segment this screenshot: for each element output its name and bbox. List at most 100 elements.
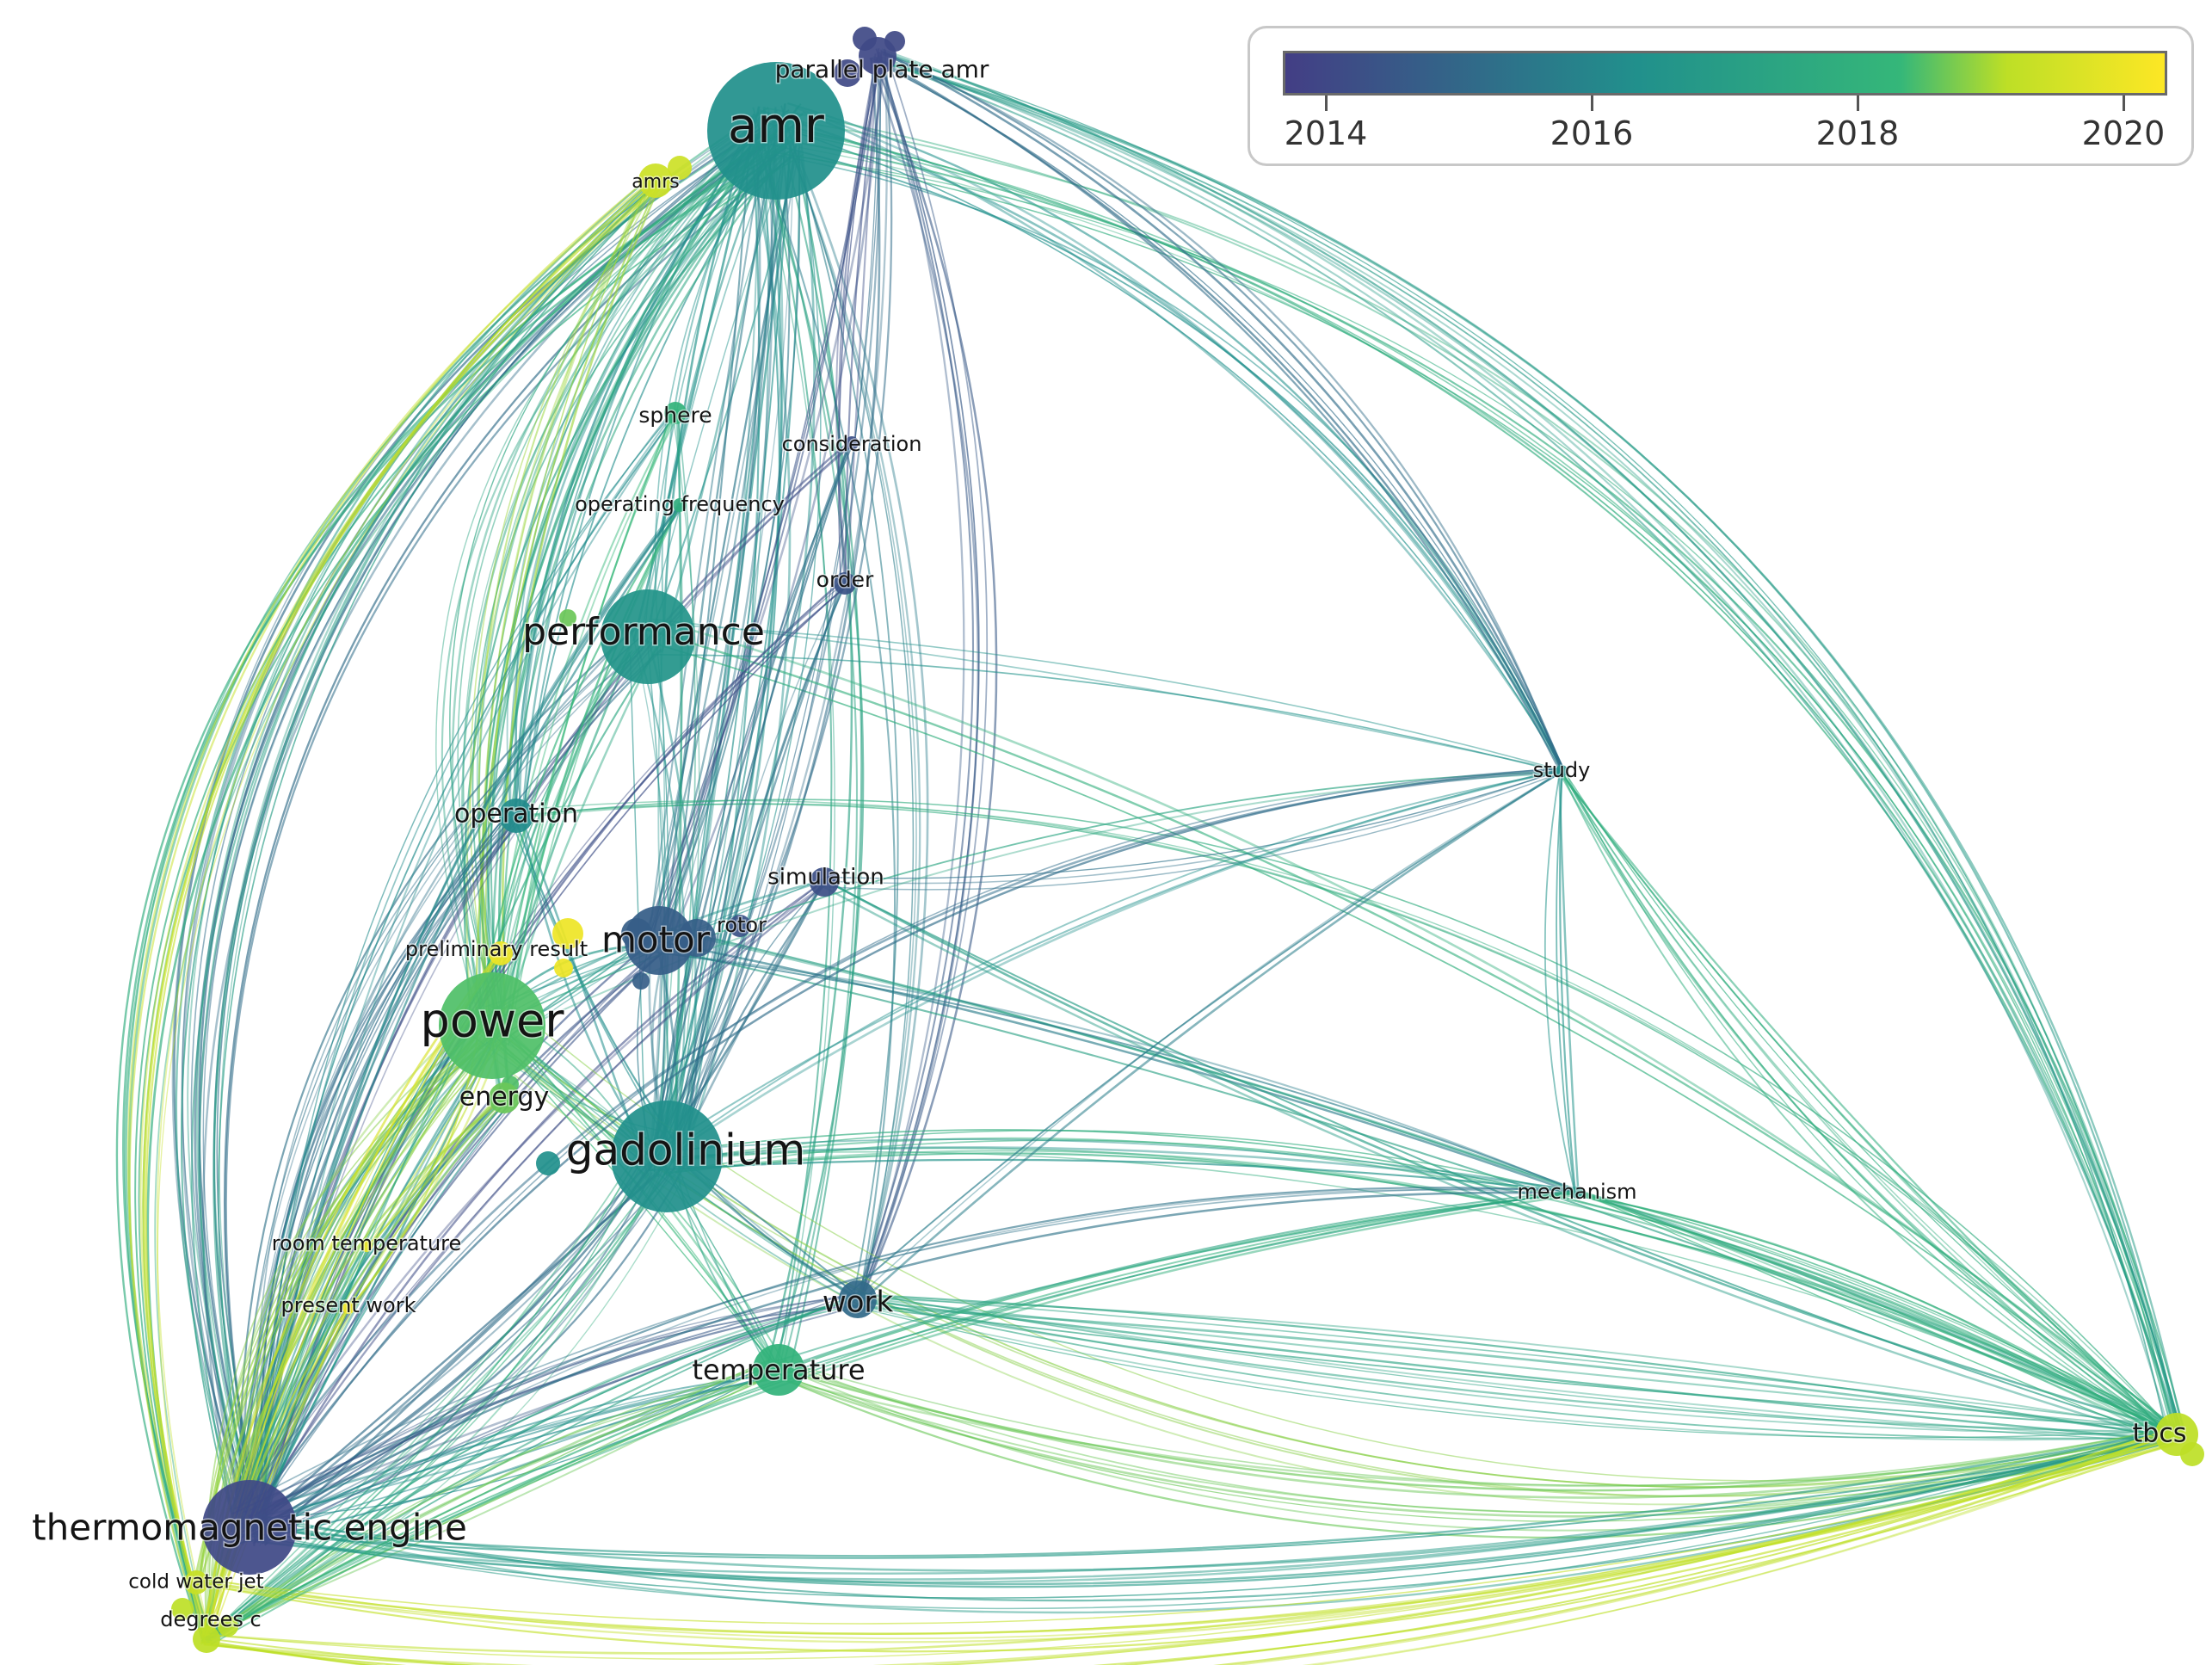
node-satellite-amrs[interactable] — [668, 156, 692, 180]
edge-performance-tbcs — [644, 639, 2172, 1434]
edge-degrees-c-tbcs — [203, 1433, 2184, 1665]
node-room-temperature[interactable] — [360, 1240, 373, 1252]
node-work[interactable] — [839, 1280, 877, 1318]
node-label-rotor[interactable]: rotor — [716, 912, 768, 939]
node-degrees-c[interactable] — [193, 1625, 220, 1653]
node-label-simulation[interactable]: simulation — [767, 863, 886, 891]
node-satellite-motor[interactable] — [632, 972, 650, 990]
node-amrs[interactable] — [638, 163, 673, 198]
node-label-cold-water-jet[interactable]: cold water jet — [127, 1569, 265, 1594]
edge-performance-study — [653, 653, 1565, 774]
node-operation[interactable] — [499, 799, 533, 833]
node-motor[interactable] — [625, 906, 693, 975]
node-power[interactable] — [439, 972, 545, 1079]
node-label-energy[interactable]: energy — [458, 1081, 551, 1113]
node-tbcs[interactable] — [2155, 1413, 2198, 1456]
edge-work-degrees-c — [206, 1304, 860, 1643]
edge-amr-energy — [481, 103, 802, 1094]
edge-amrs-power — [465, 176, 661, 1018]
legend-tick-label-2014: 2014 — [1284, 114, 1368, 152]
node-label-study[interactable]: study — [1531, 757, 1592, 784]
node-label-order[interactable]: order — [815, 566, 875, 594]
edge-mechanism-tbcs — [1578, 1189, 2185, 1434]
node-label-thermomagnetic-engine[interactable]: thermomagnetic engine — [31, 1505, 469, 1550]
node-consideration[interactable] — [845, 436, 859, 450]
node-label-motor[interactable]: motor — [600, 917, 712, 962]
node-gadolinium[interactable] — [611, 1101, 723, 1212]
edge-parallel-plate-amr-study — [880, 59, 1562, 774]
node-label-preliminary-result[interactable]: preliminary result — [404, 936, 588, 963]
edge-amr-tbcs — [764, 107, 2180, 1428]
node-label-gadolinium[interactable]: gadolinium — [564, 1124, 806, 1176]
edge-operation-tbcs — [514, 799, 2173, 1432]
edge-order-gadolinium — [677, 587, 845, 1175]
edge-work-tbcs — [859, 1295, 2175, 1435]
node-label-degrees-c[interactable]: degrees c — [159, 1606, 262, 1633]
node-label-power[interactable]: power — [419, 992, 566, 1049]
edge-parallel-plate-amr-tbcs — [878, 55, 2172, 1439]
edge-motor-tbcs — [666, 948, 2182, 1435]
node-label-tbcs[interactable]: tbcs — [2131, 1417, 2188, 1450]
node-preliminary-result[interactable] — [489, 941, 513, 965]
edge-performance-gadolinium — [657, 644, 681, 1179]
edge-amr-degrees-c — [154, 136, 798, 1644]
node-satellite-energy[interactable] — [559, 609, 576, 626]
node-rotor[interactable] — [729, 915, 751, 937]
edge-mechanism-tbcs — [1578, 1193, 2172, 1439]
node-label-amr[interactable]: amr — [727, 97, 827, 156]
node-cold-water-jet[interactable] — [184, 1570, 208, 1594]
node-label-amrs[interactable]: amrs — [631, 170, 681, 194]
edge-present-work-degrees-c — [211, 1310, 348, 1639]
edge-degrees-c-tbcs — [202, 1440, 2186, 1655]
edge-amr-thermomagnetic-engine — [202, 120, 801, 1512]
node-temperature[interactable] — [753, 1344, 804, 1396]
node-amr[interactable] — [707, 62, 845, 200]
node-label-parallel-plate-amr[interactable]: parallel plate amr — [773, 54, 990, 85]
edge-work-study — [853, 772, 1561, 1302]
node-label-consideration[interactable]: consideration — [780, 431, 923, 458]
edge-present-work-degrees-c — [202, 1307, 349, 1643]
node-satellite-degrees-c[interactable] — [218, 1616, 238, 1637]
edge-power-thermomagnetic-engine — [253, 1004, 513, 1522]
edge-operating-frequency-thermomagnetic-engine — [237, 503, 682, 1545]
node-label-operation[interactable]: operation — [453, 798, 579, 830]
edge-temperature-thermomagnetic-engine — [262, 1376, 789, 1543]
node-label-operating-frequency[interactable]: operating frequency — [574, 491, 786, 518]
edge-parallel-plate-amr-order — [837, 57, 878, 583]
edge-gadolinium-thermomagnetic-engine — [251, 1155, 656, 1532]
node-thermomagnetic-engine[interactable] — [202, 1480, 297, 1575]
node-label-room-temperature[interactable]: room temperature — [270, 1230, 463, 1257]
edge-study-mechanism — [1544, 772, 1576, 1193]
node-study[interactable] — [1556, 765, 1568, 777]
node-satellite-preliminary-result[interactable] — [552, 918, 583, 949]
network-edges — [115, 48, 2186, 1665]
edge-work-thermomagnetic-engine — [255, 1291, 860, 1543]
node-simulation[interactable] — [810, 867, 839, 897]
node-present-work[interactable] — [342, 1302, 354, 1314]
node-label-mechanism[interactable]: mechanism — [1516, 1179, 1638, 1206]
node-performance[interactable] — [601, 589, 695, 684]
edge-amr-thermomagnetic-engine — [224, 145, 788, 1521]
node-label-performance[interactable]: performance — [521, 609, 767, 656]
node-label-temperature[interactable]: temperature — [691, 1353, 866, 1388]
edge-mechanism-temperature — [777, 1190, 1575, 1372]
node-parallel-plate-amr[interactable] — [859, 37, 897, 75]
edge-amr-work — [780, 105, 899, 1300]
node-label-work[interactable]: work — [821, 1284, 895, 1321]
node-label-sphere[interactable]: sphere — [638, 402, 713, 429]
node-sphere[interactable] — [664, 402, 687, 424]
node-satellite-degrees-c[interactable] — [171, 1598, 194, 1620]
node-satellite-parallel-plate-amr[interactable] — [834, 59, 861, 87]
edge-degrees-c-tbcs — [202, 1431, 2178, 1665]
edge-amr-operation — [508, 112, 790, 811]
edge-gadolinium-thermomagnetic-engine — [251, 1139, 675, 1511]
node-satellite-gadolinium[interactable] — [536, 1151, 560, 1175]
node-energy[interactable] — [489, 1082, 520, 1113]
node-operating-frequency[interactable] — [673, 498, 687, 512]
node-order[interactable] — [834, 572, 856, 595]
edge-mechanism-temperature — [770, 1192, 1577, 1364]
node-label-present-work[interactable]: present work — [280, 1292, 417, 1319]
node-satellite-preliminary-result[interactable] — [554, 959, 573, 977]
node-mechanism[interactable] — [1571, 1187, 1583, 1199]
edge-temperature-thermomagnetic-engine — [244, 1372, 778, 1535]
